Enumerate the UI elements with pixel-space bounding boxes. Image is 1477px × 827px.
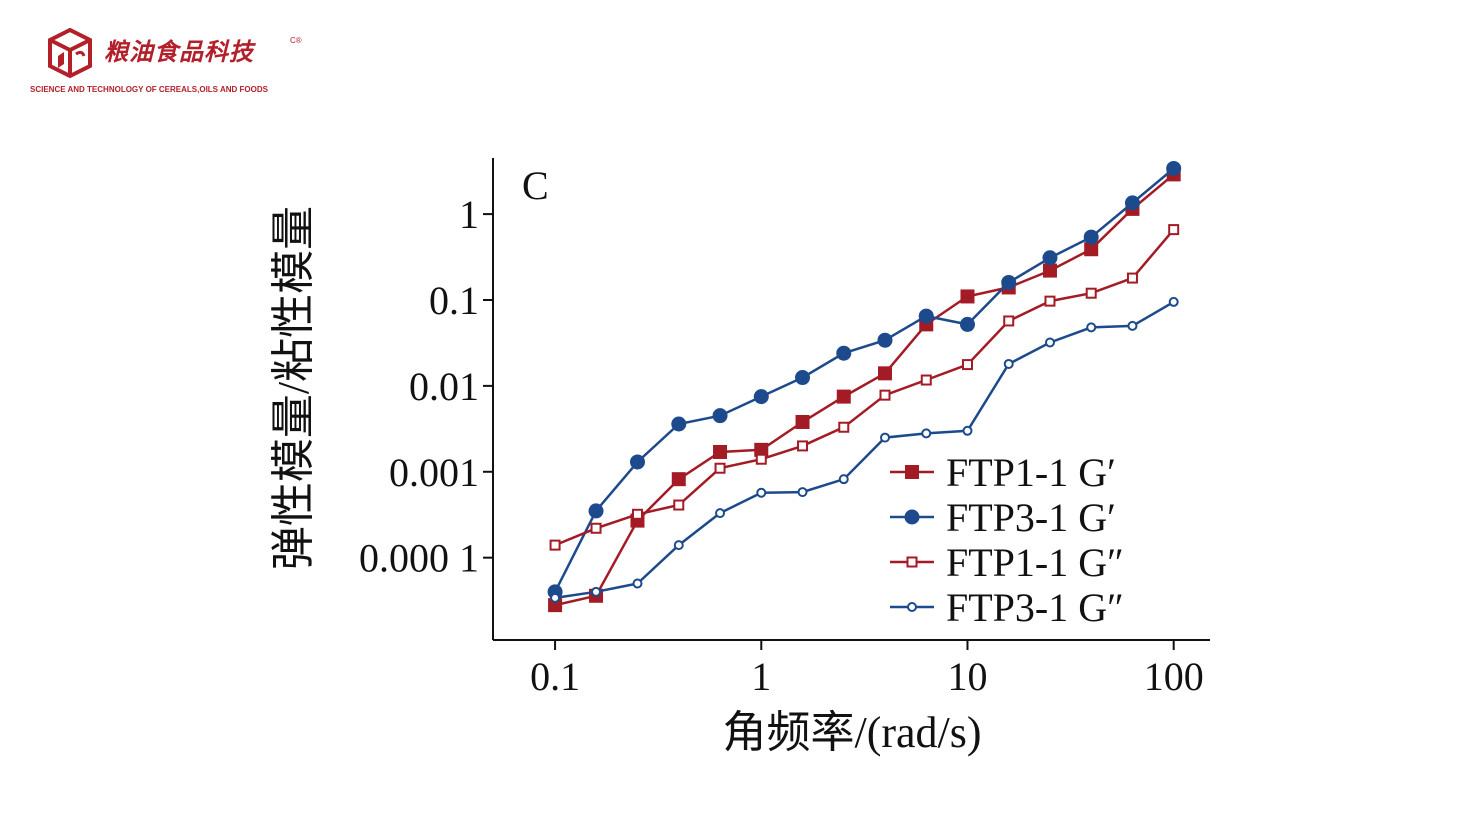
- data-point: [921, 428, 932, 439]
- data-point: [588, 503, 604, 519]
- data-point: [1044, 295, 1056, 307]
- y-tick-label: 0.1: [429, 278, 479, 323]
- legend-label: FTP3-1 G″: [946, 585, 1124, 630]
- logo-title: 粮油食品科技: [104, 38, 254, 66]
- data-point: [673, 540, 684, 551]
- data-point: [715, 508, 726, 519]
- panel-label: C: [522, 163, 549, 208]
- data-point: [714, 462, 726, 474]
- data-point: [836, 389, 851, 404]
- x-tick-label: 0.1: [530, 654, 580, 699]
- series-line: [554, 300, 1175, 600]
- data-point: [590, 522, 602, 534]
- chart-legend: FTP1-1 G′FTP3-1 G′FTP1-1 G″FTP3-1 G″: [890, 450, 1124, 630]
- data-point: [1085, 287, 1097, 299]
- data-point: [1083, 229, 1099, 245]
- legend-label: FTP1-1 G″: [946, 540, 1124, 585]
- series-line: [554, 173, 1175, 607]
- data-point: [1168, 224, 1180, 236]
- data-point: [673, 499, 685, 511]
- data-point: [961, 359, 973, 371]
- data-point: [878, 366, 893, 381]
- y-tick-label: 0.001: [389, 450, 479, 495]
- data-point: [631, 508, 643, 520]
- logo-subtitle: SCIENCE AND TECHNOLOGY OF CEREALS,OILS A…: [30, 85, 268, 94]
- data-point: [918, 308, 934, 324]
- y-tick-label: 0.000 1: [359, 536, 479, 581]
- data-point: [795, 370, 811, 386]
- data-point: [1084, 242, 1099, 257]
- chart-axes: [492, 158, 1210, 641]
- data-point: [671, 416, 687, 432]
- legend-marker: [906, 556, 918, 568]
- data-point: [836, 345, 852, 361]
- data-point: [1086, 322, 1097, 333]
- data-point: [797, 440, 809, 452]
- legend-label: FTP3-1 G′: [946, 495, 1116, 540]
- legend-item: FTP1-1 G′: [890, 450, 1116, 495]
- data-point: [1124, 195, 1140, 211]
- data-point: [549, 539, 561, 551]
- data-point: [1003, 358, 1014, 369]
- data-point: [962, 425, 973, 436]
- legend-item: FTP3-1 G″: [890, 585, 1124, 630]
- cube-logo-icon: [48, 27, 92, 79]
- legend-marker: [904, 509, 920, 525]
- legend-marker: [907, 602, 917, 612]
- data-point: [548, 598, 563, 613]
- data-point: [1127, 320, 1138, 331]
- series-4: [550, 296, 1179, 603]
- x-tick-label: 10: [947, 654, 987, 699]
- y-axis-ticks: 0.000 1 0.001 0.01 0.1 1: [359, 192, 493, 581]
- data-point: [753, 389, 769, 405]
- legend-item: FTP3-1 G′: [890, 495, 1116, 540]
- data-point: [629, 454, 645, 470]
- series-line: [553, 167, 1175, 593]
- data-point: [880, 432, 891, 443]
- legend-marker: [905, 465, 919, 479]
- data-point: [550, 592, 561, 603]
- data-point: [756, 487, 767, 498]
- data-point: [877, 332, 893, 348]
- data-point: [713, 444, 728, 459]
- y-tick-label: 0.01: [409, 364, 479, 409]
- data-point: [879, 389, 891, 401]
- x-axis-ticks: 0.1 1 10 100: [530, 640, 1204, 699]
- series-line: [554, 228, 1175, 547]
- data-point: [1044, 337, 1055, 348]
- data-point: [838, 421, 850, 433]
- data-point: [754, 442, 769, 457]
- data-point: [1126, 272, 1138, 284]
- data-point: [795, 414, 810, 429]
- y-tick-label: 1: [459, 192, 479, 237]
- data-point: [1001, 274, 1017, 290]
- y-axis-label: 弹性模量/粘性模量: [269, 206, 318, 570]
- data-point: [920, 374, 932, 386]
- x-tick-label: 1: [751, 654, 771, 699]
- data-point: [960, 289, 975, 304]
- series-3: [549, 224, 1180, 551]
- data-point: [671, 472, 686, 487]
- data-point: [1168, 296, 1179, 307]
- data-point: [755, 453, 767, 465]
- x-axis-label: 角频率/(rad/s): [722, 708, 981, 757]
- data-point: [1042, 263, 1057, 278]
- legend-label: FTP1-1 G′: [946, 450, 1116, 495]
- data-point: [1042, 250, 1058, 266]
- data-point: [1166, 160, 1182, 176]
- data-point: [959, 316, 975, 332]
- data-point: [838, 474, 849, 485]
- data-point: [797, 487, 808, 498]
- data-point: [712, 408, 728, 424]
- data-point: [632, 578, 643, 589]
- data-point: [591, 586, 602, 597]
- logo-registered-mark: C®: [290, 36, 302, 45]
- legend-item: FTP1-1 G″: [890, 540, 1124, 585]
- chart-series: [547, 160, 1182, 613]
- journal-logo: 粮油食品科技 C® SCIENCE AND TECHNOLOGY OF CERE…: [30, 22, 330, 102]
- x-tick-label: 100: [1144, 654, 1204, 699]
- data-point: [1003, 315, 1015, 327]
